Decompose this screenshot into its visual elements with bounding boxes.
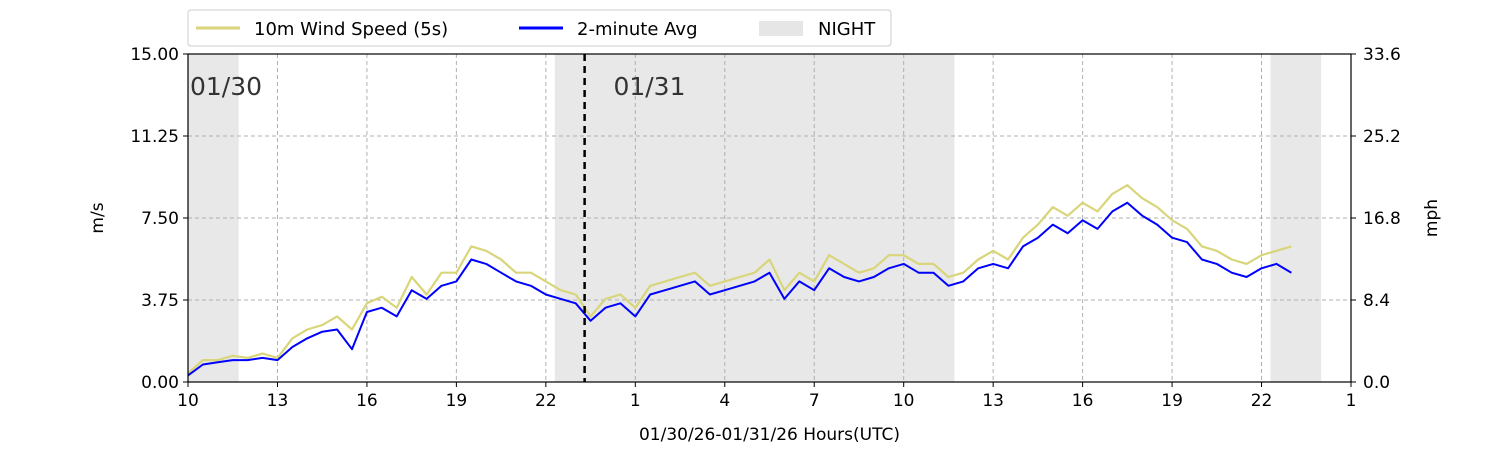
x-axis-label: 01/30/26-01/31/26 Hours(UTC) bbox=[639, 425, 900, 445]
date-label-0: 01/30 bbox=[190, 72, 262, 101]
x-tick-label-6: 4 bbox=[719, 391, 730, 411]
legend-swatch-night bbox=[759, 21, 803, 36]
x-tick-label-9: 13 bbox=[982, 391, 1004, 411]
x-tick-label-10: 16 bbox=[1072, 391, 1094, 411]
y-tick-label-right-4: 33.6 bbox=[1363, 45, 1401, 65]
legend-label-wind-speed: 10m Wind Speed (5s) bbox=[254, 19, 448, 40]
x-tick-label-0: 10 bbox=[177, 391, 199, 411]
y-tick-label-right-2: 16.8 bbox=[1363, 209, 1401, 229]
y-tick-label-right-3: 25.2 bbox=[1363, 127, 1401, 147]
y-tick-label-left-2: 7.50 bbox=[141, 209, 179, 229]
legend-label-night: NIGHT bbox=[818, 19, 876, 40]
date-label-1: 01/31 bbox=[613, 72, 685, 101]
y-tick-label-right-0: 0.0 bbox=[1363, 373, 1390, 393]
y-tick-label-left-0: 0.00 bbox=[141, 373, 179, 393]
x-tick-label-3: 19 bbox=[446, 391, 468, 411]
x-tick-label-7: 7 bbox=[809, 391, 820, 411]
y-axis-label-right: mph bbox=[1422, 199, 1442, 237]
x-tick-label-13: 1 bbox=[1346, 391, 1357, 411]
x-tick-label-8: 10 bbox=[893, 391, 915, 411]
y-tick-label-left-3: 11.25 bbox=[130, 127, 179, 147]
y-tick-label-left-4: 15.00 bbox=[130, 45, 179, 65]
x-tick-label-1: 13 bbox=[267, 391, 289, 411]
y-tick-label-right-1: 8.4 bbox=[1363, 291, 1390, 311]
x-tick-label-4: 22 bbox=[535, 391, 557, 411]
x-tick-label-12: 22 bbox=[1251, 391, 1273, 411]
x-tick-label-2: 16 bbox=[356, 391, 378, 411]
legend: 10m Wind Speed (5s) 2-minute Avg NIGHT bbox=[188, 10, 891, 46]
x-tick-label-5: 1 bbox=[630, 391, 641, 411]
x-tick-label-11: 19 bbox=[1161, 391, 1183, 411]
y-tick-label-left-1: 3.75 bbox=[141, 291, 179, 311]
night-band-1 bbox=[555, 54, 955, 382]
y-axis-label-left: m/s bbox=[88, 202, 108, 233]
legend-label-2min-avg: 2-minute Avg bbox=[577, 19, 698, 40]
